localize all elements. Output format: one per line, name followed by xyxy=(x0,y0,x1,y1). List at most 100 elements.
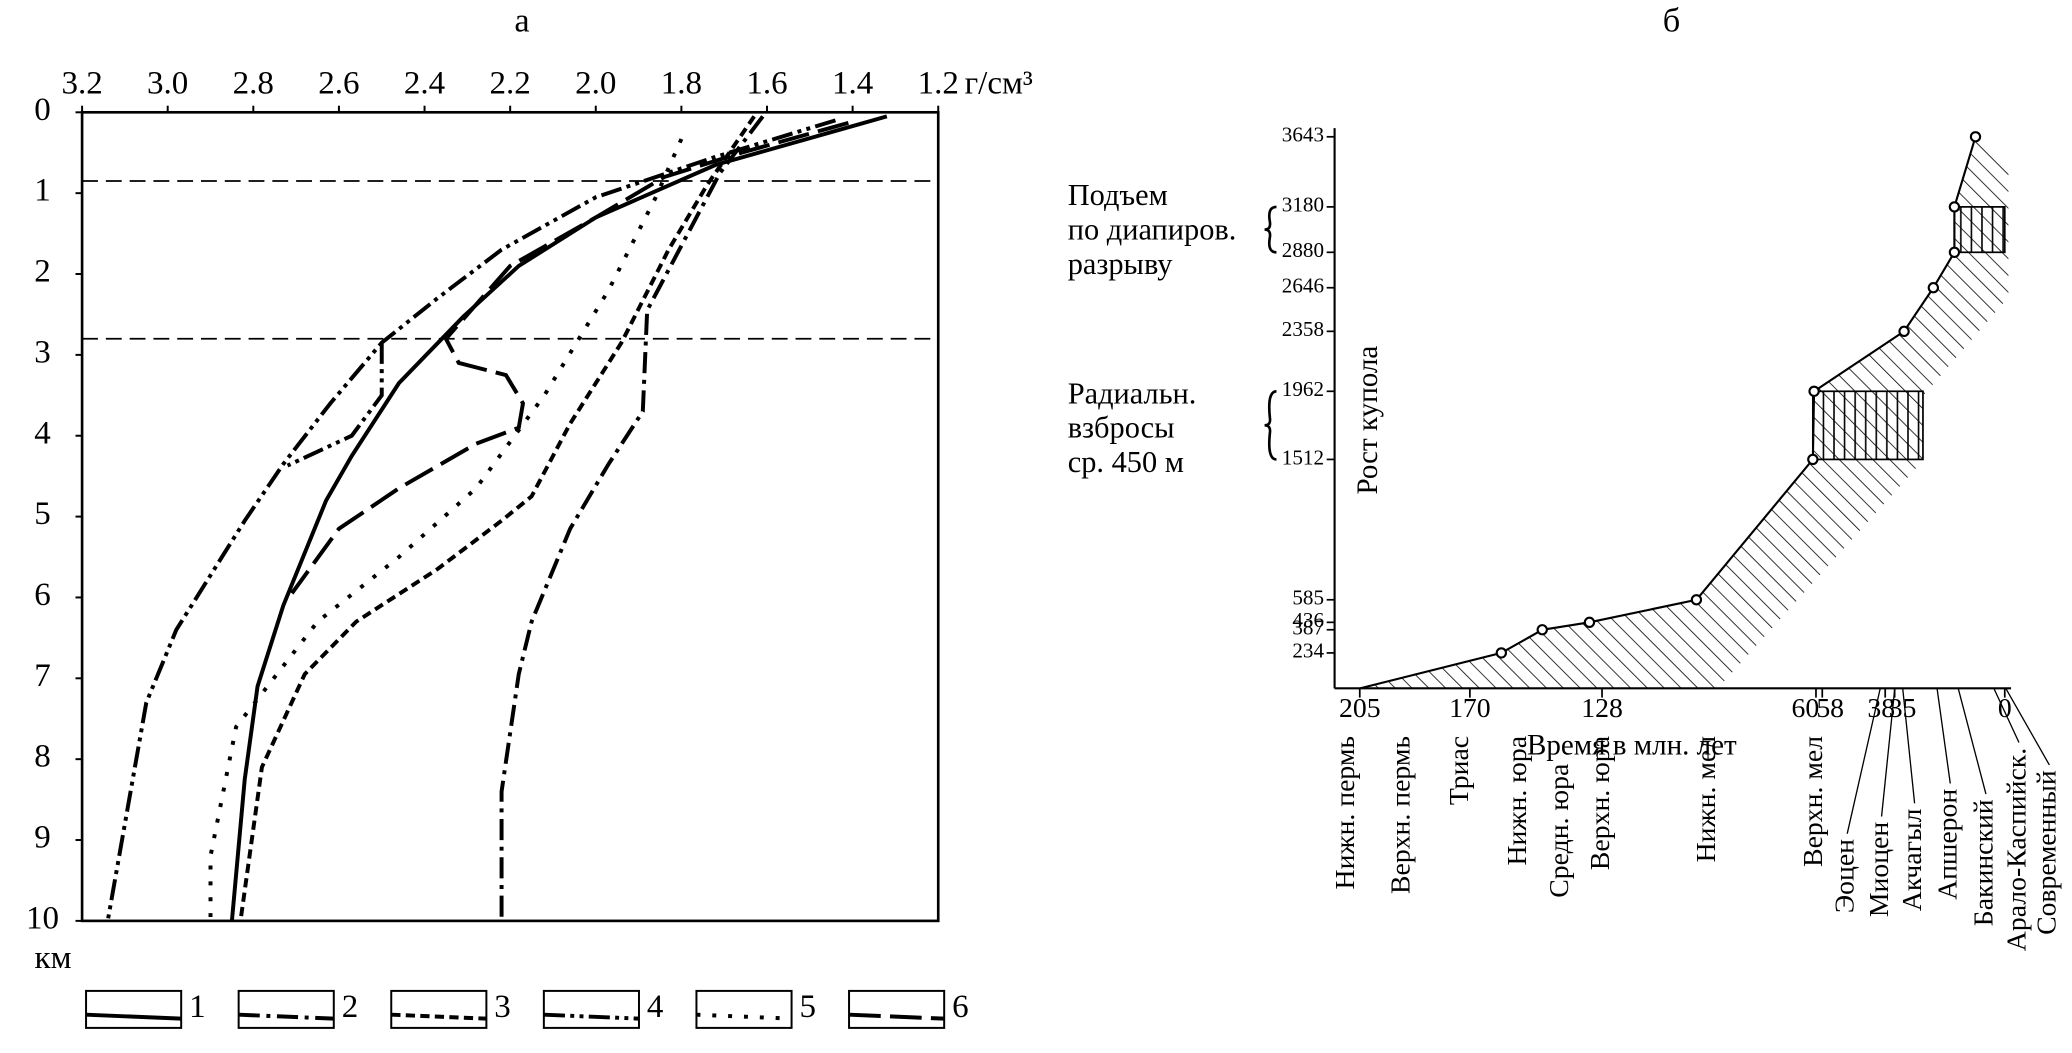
data-point xyxy=(1583,616,1596,629)
leader-line xyxy=(1880,688,1896,817)
legend-label: 3 xyxy=(494,989,511,1025)
period-label: Бакинский xyxy=(1968,799,1999,926)
period-label: Апшерон xyxy=(1933,789,1964,900)
x-tick-label: 3.0 xyxy=(147,65,188,101)
data-point xyxy=(1948,246,1961,258)
y-tick-label: 5 xyxy=(34,496,51,532)
leader-line xyxy=(1993,688,2020,743)
panel-title: а xyxy=(514,2,529,40)
x-axis-label: г/см³ xyxy=(965,65,1033,101)
y-tick-label: 7 xyxy=(34,658,51,694)
y-tick-label: 2358 xyxy=(1282,317,1324,341)
data-point xyxy=(1536,624,1548,636)
y-tick-label: 436 xyxy=(1292,608,1324,632)
data-point xyxy=(1927,282,1940,294)
y-tick-label: 2646 xyxy=(1282,274,1324,298)
leader-line xyxy=(1902,688,1916,804)
x-tick-label: 1.4 xyxy=(832,65,873,101)
period-label: Верхн. пермь xyxy=(1386,736,1417,894)
brace xyxy=(1264,205,1277,254)
y-tick-label: 10 xyxy=(26,900,59,936)
y-tick-label: 1962 xyxy=(1282,377,1324,401)
annotation: Подъем xyxy=(1068,178,1168,212)
legend-box xyxy=(542,989,640,1029)
y-axis-label: Рост купола xyxy=(1352,346,1384,495)
y-tick-label: 1512 xyxy=(1282,445,1324,469)
leader-line xyxy=(2005,688,2050,766)
annotation: по диапиров. xyxy=(1068,213,1237,247)
legend-swatch xyxy=(238,1012,334,1021)
legend-swatch xyxy=(391,1012,487,1021)
x-tick-label: 0 xyxy=(1998,693,2012,724)
x-tick-label: 2.2 xyxy=(490,65,531,101)
y-tick-label: 9 xyxy=(34,820,51,856)
series-line xyxy=(290,120,849,595)
legend-box xyxy=(237,989,335,1029)
x-tick-label: 1.8 xyxy=(661,65,702,101)
x-tick-label: 2.0 xyxy=(575,65,616,101)
interval-block xyxy=(1953,206,2006,254)
period-label: Акчагыл xyxy=(1897,808,1928,911)
x-tick-label: 60 xyxy=(1792,693,1820,724)
x-tick-label: 1.6 xyxy=(746,65,787,101)
y-tick-label: 2 xyxy=(34,254,51,290)
x-tick-label: 2.6 xyxy=(318,65,359,101)
period-label: Миоцен xyxy=(1864,822,1895,918)
x-tick-label: 38 xyxy=(1867,693,1895,724)
annotation: ср. 450 м xyxy=(1068,445,1184,479)
brace xyxy=(1264,389,1277,461)
panel-title: б xyxy=(1663,2,1680,40)
period-label: Верхн. юра xyxy=(1585,736,1616,870)
x-tick-label: 3.2 xyxy=(61,65,102,101)
y-tick-label: 1 xyxy=(34,173,51,209)
data-point xyxy=(1495,647,1508,659)
data-point xyxy=(1808,385,1820,397)
y-tick-label: 3643 xyxy=(1282,123,1324,147)
x-tick-label: 2.8 xyxy=(233,65,274,101)
interval-block xyxy=(1811,390,1924,461)
y-tick-label: 234 xyxy=(1292,639,1324,663)
x-tick-label: 58 xyxy=(1816,693,1844,724)
legend-box xyxy=(85,989,183,1029)
legend-box xyxy=(390,989,488,1029)
period-label: Нижн. пермь xyxy=(1330,736,1361,890)
x-tick-label: 170 xyxy=(1449,693,1491,724)
period-label: Современный xyxy=(2032,770,2063,935)
period-label: Средн. юра xyxy=(1544,764,1575,898)
legend-swatch xyxy=(543,1012,640,1021)
legend-label: 4 xyxy=(647,989,664,1025)
legend-label: 6 xyxy=(952,989,969,1025)
growth-line xyxy=(1359,136,1977,690)
series-line xyxy=(105,118,837,922)
y-tick-label: 4 xyxy=(34,415,51,451)
period-label: Триас xyxy=(1444,736,1475,805)
x-tick-label: 205 xyxy=(1339,693,1381,724)
legend-swatch xyxy=(696,1012,792,1021)
period-label: Верхн. мел xyxy=(1798,736,1829,867)
y-tick-label: 387 xyxy=(1292,616,1324,640)
annotation: Радиальн. xyxy=(1068,376,1197,410)
legend-label: 1 xyxy=(189,989,206,1025)
data-point xyxy=(1948,201,1961,213)
x-axis-label: Время в млн. лет xyxy=(1527,729,1737,761)
legend-label: 5 xyxy=(800,989,817,1025)
annotation: разрыву xyxy=(1068,247,1174,281)
y-tick-label: 3 xyxy=(34,334,51,370)
x-tick-label: 1.2 xyxy=(918,65,959,101)
leader-line xyxy=(1936,688,1951,784)
y-tick-label: 0 xyxy=(34,92,51,128)
y-tick-label: 6 xyxy=(34,577,51,613)
data-point xyxy=(1807,453,1819,466)
leader-line xyxy=(1846,688,1881,834)
data-point xyxy=(1898,325,1910,338)
x-tick-label: 2.4 xyxy=(404,65,445,101)
y-tick-label: 8 xyxy=(34,739,51,775)
data-point xyxy=(1969,131,1982,143)
period-label: Нижн. мел xyxy=(1691,736,1722,863)
period-label: Нижн. юра xyxy=(1502,736,1533,866)
y-tick-label: 2880 xyxy=(1282,238,1324,262)
legend-swatch xyxy=(848,1012,945,1021)
x-tick-label: 128 xyxy=(1581,693,1623,724)
legend-label: 2 xyxy=(342,989,359,1025)
